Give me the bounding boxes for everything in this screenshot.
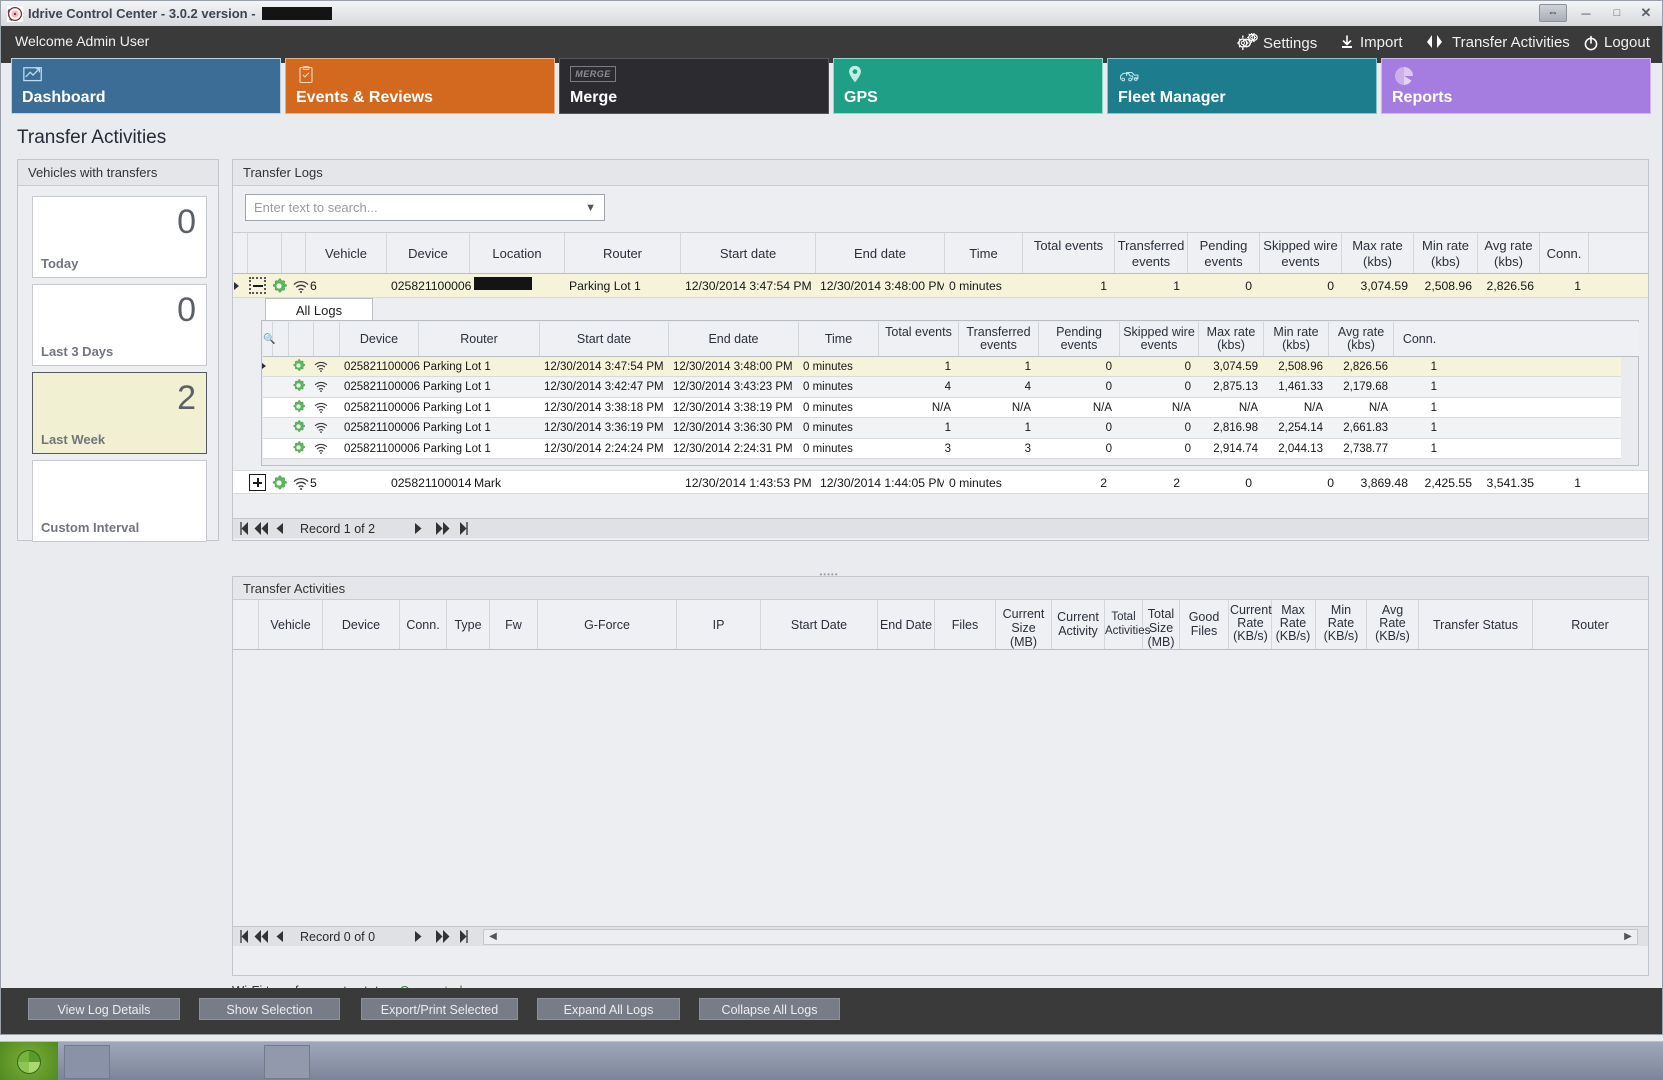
- svg-text:Record 0 of 0: Record 0 of 0: [300, 930, 375, 944]
- svg-text:Record 1 of 2: Record 1 of 2: [300, 522, 375, 536]
